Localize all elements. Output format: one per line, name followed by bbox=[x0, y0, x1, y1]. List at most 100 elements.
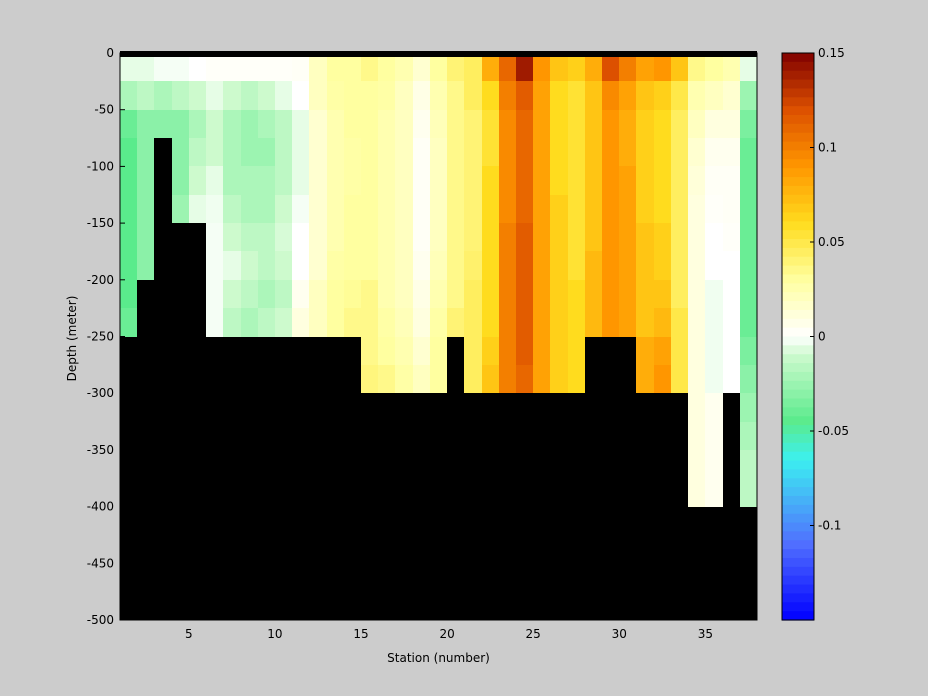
heatmap-cell bbox=[275, 81, 292, 110]
bathymetry-column bbox=[413, 393, 430, 620]
heatmap-cell bbox=[137, 138, 154, 166]
heatmap-cell bbox=[723, 110, 740, 138]
heatmap-cell bbox=[671, 251, 688, 280]
heatmap-cell bbox=[671, 365, 688, 393]
heatmap-cell bbox=[705, 365, 723, 393]
bathymetry-column bbox=[361, 393, 378, 620]
heatmap-cell bbox=[602, 110, 619, 138]
heatmap-cell bbox=[223, 195, 241, 223]
heatmap-cell bbox=[533, 308, 550, 337]
heatmap-cell bbox=[172, 166, 189, 195]
heatmap-cell bbox=[430, 251, 447, 280]
bathymetry-column bbox=[602, 337, 619, 620]
heatmap-cell bbox=[327, 280, 344, 308]
heatmap-cell bbox=[740, 393, 757, 422]
bathymetry-column bbox=[568, 393, 585, 620]
heatmap-cell bbox=[172, 110, 189, 138]
heatmap-cell bbox=[223, 251, 241, 280]
heatmap-cell bbox=[705, 195, 723, 223]
heatmap-cell bbox=[723, 251, 740, 280]
y-tick-label: -500 bbox=[87, 613, 114, 627]
colorbar-swatch bbox=[782, 398, 814, 408]
heatmap-cell bbox=[740, 110, 757, 138]
heatmap-cell bbox=[516, 280, 533, 308]
heatmap-cell bbox=[430, 308, 447, 337]
heatmap-cell bbox=[723, 223, 740, 251]
heatmap-cell bbox=[361, 365, 378, 393]
heatmap-cell bbox=[464, 195, 482, 223]
heatmap-cell bbox=[550, 53, 568, 81]
colorbar-swatch bbox=[782, 425, 814, 435]
heatmap-cell bbox=[309, 166, 327, 195]
heatmap-cell bbox=[499, 81, 516, 110]
heatmap-cell bbox=[292, 223, 309, 251]
heatmap-cell bbox=[516, 337, 533, 365]
heatmap-cell bbox=[740, 251, 757, 280]
heatmap-cell bbox=[223, 110, 241, 138]
heatmap-cell bbox=[327, 166, 344, 195]
heatmap-cell bbox=[137, 195, 154, 223]
heatmap-cell bbox=[275, 166, 292, 195]
heatmap-cell bbox=[602, 223, 619, 251]
heatmap-cell bbox=[241, 166, 258, 195]
heatmap-cell bbox=[447, 195, 464, 223]
colorbar-swatch bbox=[782, 363, 814, 373]
heatmap-cell bbox=[120, 110, 137, 138]
heatmap-cell bbox=[413, 138, 430, 166]
heatmap-cell bbox=[636, 337, 654, 365]
heatmap-cell bbox=[120, 53, 137, 81]
y-tick-label: -200 bbox=[87, 273, 114, 287]
heatmap-cell bbox=[533, 251, 550, 280]
bathymetry-column bbox=[619, 337, 636, 620]
heatmap-cell bbox=[327, 308, 344, 337]
heatmap-cell bbox=[223, 280, 241, 308]
heatmap-cell bbox=[516, 53, 533, 81]
heatmap-cell bbox=[327, 195, 344, 223]
colorbar-swatch bbox=[782, 336, 814, 346]
heatmap-cell bbox=[705, 280, 723, 308]
heatmap-cell bbox=[241, 280, 258, 308]
bathymetry-column bbox=[447, 337, 464, 620]
heatmap-cell bbox=[636, 223, 654, 251]
heatmap-cell bbox=[740, 450, 757, 478]
heatmap-cell bbox=[430, 138, 447, 166]
heatmap-cell bbox=[740, 138, 757, 166]
heatmap-cell bbox=[172, 81, 189, 110]
heatmap-cell bbox=[361, 308, 378, 337]
heatmap-cell bbox=[413, 195, 430, 223]
heatmap-cell bbox=[499, 280, 516, 308]
heatmap-cell bbox=[671, 110, 688, 138]
bathymetry-column bbox=[120, 337, 137, 620]
colorbar-tick-label: 0.15 bbox=[818, 46, 845, 60]
heatmap-cell bbox=[378, 308, 395, 337]
heatmap-cell bbox=[361, 110, 378, 138]
heatmap-cell bbox=[137, 81, 154, 110]
y-tick-label: -300 bbox=[87, 386, 114, 400]
bathymetry-column bbox=[430, 393, 447, 620]
heatmap-cell bbox=[482, 251, 499, 280]
heatmap-cell bbox=[688, 110, 705, 138]
heatmap-cell bbox=[292, 166, 309, 195]
y-axis-title: Depth (meter) bbox=[65, 296, 79, 382]
heatmap-cell bbox=[395, 280, 413, 308]
colorbar-swatch bbox=[782, 221, 814, 231]
heatmap-cell bbox=[723, 166, 740, 195]
colorbar-swatch bbox=[782, 487, 814, 497]
y-tick-label: -150 bbox=[87, 216, 114, 230]
heatmap-cell bbox=[671, 308, 688, 337]
heatmap-cell bbox=[619, 223, 636, 251]
colorbar-swatch bbox=[782, 203, 814, 214]
heatmap-cell bbox=[413, 166, 430, 195]
heatmap-cell bbox=[602, 166, 619, 195]
colorbar-swatch bbox=[782, 88, 814, 98]
heatmap-cell bbox=[413, 308, 430, 337]
heatmap-cell bbox=[705, 81, 723, 110]
heatmap-cell bbox=[602, 195, 619, 223]
colorbar-swatch bbox=[782, 593, 814, 603]
colorbar-swatch bbox=[782, 239, 814, 249]
heatmap-cell bbox=[499, 53, 516, 81]
heatmap-cell bbox=[361, 81, 378, 110]
heatmap-cell bbox=[482, 195, 499, 223]
heatmap-cell bbox=[568, 308, 585, 337]
heatmap-cell bbox=[533, 223, 550, 251]
